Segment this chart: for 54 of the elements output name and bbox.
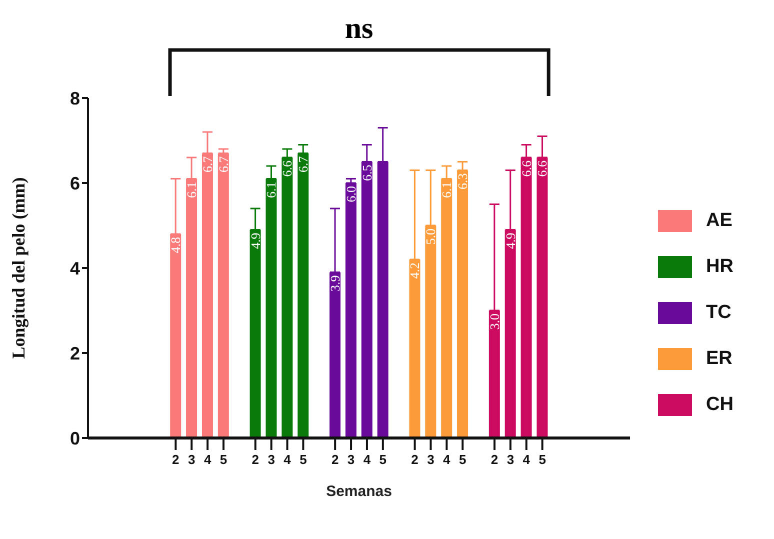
data-label: 4.2	[407, 262, 422, 279]
legend-label: HR	[706, 256, 734, 278]
data-label: 6.3	[455, 173, 470, 190]
y-tick-label: 4	[70, 258, 80, 278]
text: ns	[344, 12, 374, 45]
data-label: 6.7	[200, 156, 215, 172]
x-tick-label: 4	[204, 452, 212, 467]
y-tick-label: 0	[70, 428, 80, 448]
x-tick-label: 5	[300, 452, 307, 467]
x-tick-label: 3	[268, 452, 275, 467]
data-label: 5.0	[423, 228, 438, 245]
x-tick-label: 2	[490, 452, 498, 467]
y-tick-label: 8	[70, 88, 80, 108]
x-tick-label: 5	[459, 452, 466, 467]
bar	[345, 183, 356, 438]
data-label: 6.6	[534, 160, 550, 177]
data-label: 6.1	[184, 182, 200, 198]
y-tick-label: 2	[70, 343, 80, 364]
x-tick-label: 2	[172, 452, 180, 467]
data-label: 6.6	[518, 160, 534, 177]
x-tick-label: 3	[347, 452, 355, 467]
data-label: 6.1	[264, 182, 279, 198]
data-label: 6.0	[343, 186, 358, 202]
x-tick-label: 3	[427, 452, 434, 467]
data-label: 3.0	[486, 314, 502, 330]
legend-label: AE	[706, 210, 732, 232]
x-tick-label: 4	[522, 452, 531, 467]
y-tick-label: 6	[70, 173, 80, 194]
y-axis-title: Longitud del pelo (mm)	[8, 177, 28, 359]
x-tick-label: 5	[379, 452, 387, 467]
bar	[218, 153, 229, 438]
x-tick-label: 4	[443, 452, 452, 467]
data-label: 3.9	[328, 275, 343, 292]
data-label: 6.7	[216, 156, 231, 172]
legend-label: CH	[706, 394, 734, 416]
x-tick-label: 2	[252, 452, 259, 467]
x-tick-label: 5	[538, 452, 546, 467]
x-tick-label: 3	[506, 452, 514, 467]
data-label: 6.6	[280, 160, 295, 177]
data-label: 4.8	[168, 237, 184, 254]
data-label: 4.9	[248, 232, 263, 249]
data-label: 6.7	[296, 156, 311, 172]
data-label: 4.9	[502, 232, 518, 249]
x-tick-label: 2	[331, 452, 339, 467]
x-tick-label: 4	[284, 452, 292, 467]
x-axis-title: Semanas	[326, 483, 392, 500]
x-tick-label: 2	[411, 452, 418, 467]
data-label: 6.1	[439, 182, 454, 198]
legend-label: ER	[706, 348, 732, 370]
data-label: 6.5	[359, 164, 374, 181]
x-tick-label: 4	[363, 452, 372, 467]
legend-label: TC	[706, 302, 732, 324]
x-tick-label: 3	[188, 452, 196, 467]
x-tick-label: 5	[220, 452, 228, 467]
